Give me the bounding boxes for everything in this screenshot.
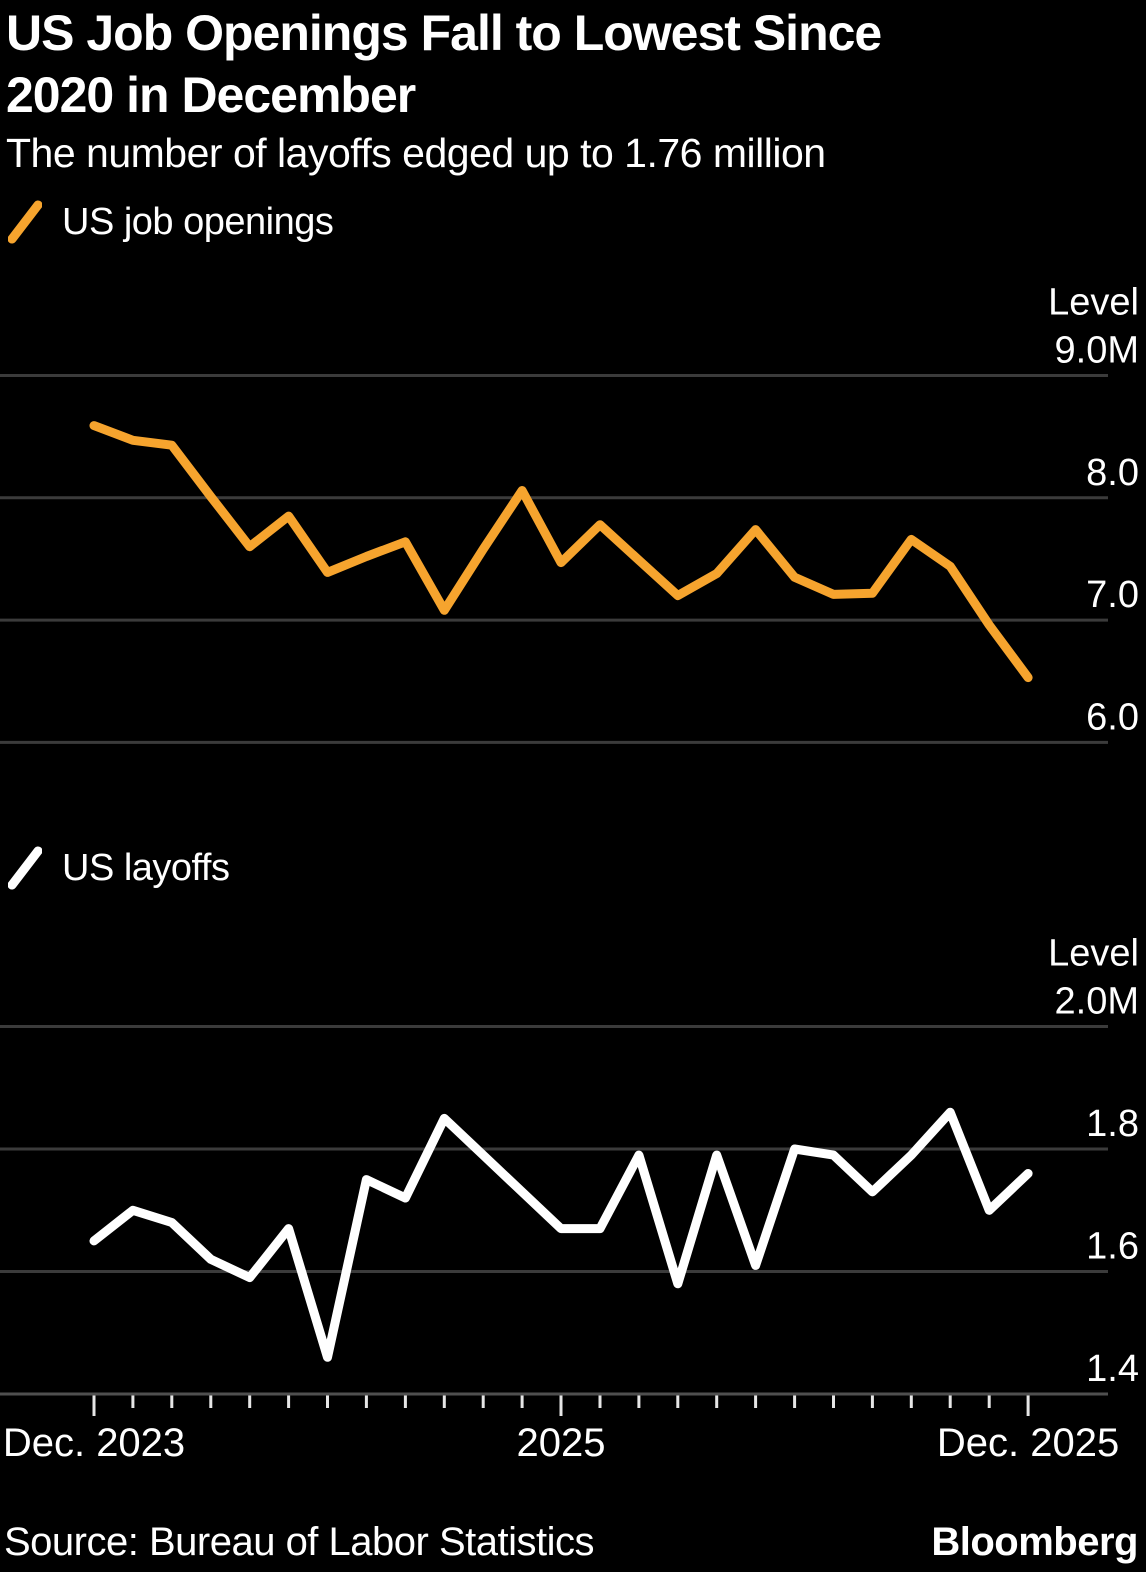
source-credit: Source: Bureau of Labor Statistics — [4, 1520, 595, 1564]
x-tick-label: Dec. 2025 — [937, 1421, 1119, 1465]
us-layoffs-line — [89, 1107, 1033, 1362]
white-line-swatch — [8, 846, 42, 890]
y-tick-label: 6.0 — [1086, 696, 1139, 738]
y-tick-label: 1.4 — [1086, 1348, 1139, 1390]
footer: Source: Bureau of Labor Statistics Bloom… — [4, 1520, 1138, 1565]
y-tick-label: 1.8 — [1086, 1103, 1139, 1145]
page-title: US Job Openings Fall to Lowest Since 202… — [6, 2, 882, 126]
page-subtitle: The number of layoffs edged up to 1.76 m… — [6, 130, 826, 176]
y-axis-title: Level — [1048, 282, 1139, 324]
y-tick-label: 9.0M — [1055, 330, 1139, 372]
x-tick-label: 2025 — [517, 1421, 606, 1465]
layoffs-legend-swatch-icon — [8, 846, 42, 890]
layoffs-legend: US layoffs — [8, 844, 230, 892]
y-tick-label: 2.0M — [1055, 981, 1139, 1023]
openings-chart: 9.0M 8.0 7.0 6.0 Level — [0, 282, 1139, 744]
page-title-line1: US Job Openings Fall to Lowest Since — [6, 5, 882, 61]
openings-legend: US job openings — [8, 198, 334, 246]
layoffs-chart: 2.0M 1.8 1.6 1.4 Level Dec. 2023 2025 Dec. 2025 — [0, 933, 1139, 1465]
y-tick-label: 7.0 — [1086, 574, 1139, 616]
openings-legend-label: US job openings — [62, 200, 334, 243]
bloomberg-logo: Bloomberg — [931, 1520, 1138, 1564]
layoffs-legend-label: US layoffs — [62, 846, 230, 889]
us-job-openings-line — [89, 421, 1033, 683]
openings-legend-swatch-icon — [8, 200, 42, 244]
y-tick-label: 1.6 — [1086, 1226, 1139, 1268]
page-title-line2: 2020 in December — [6, 67, 416, 123]
y-tick-label: 8.0 — [1086, 452, 1139, 494]
y-axis-title: Level — [1048, 933, 1139, 975]
orange-line-swatch — [8, 200, 42, 244]
x-tick-label: Dec. 2023 — [3, 1421, 185, 1465]
